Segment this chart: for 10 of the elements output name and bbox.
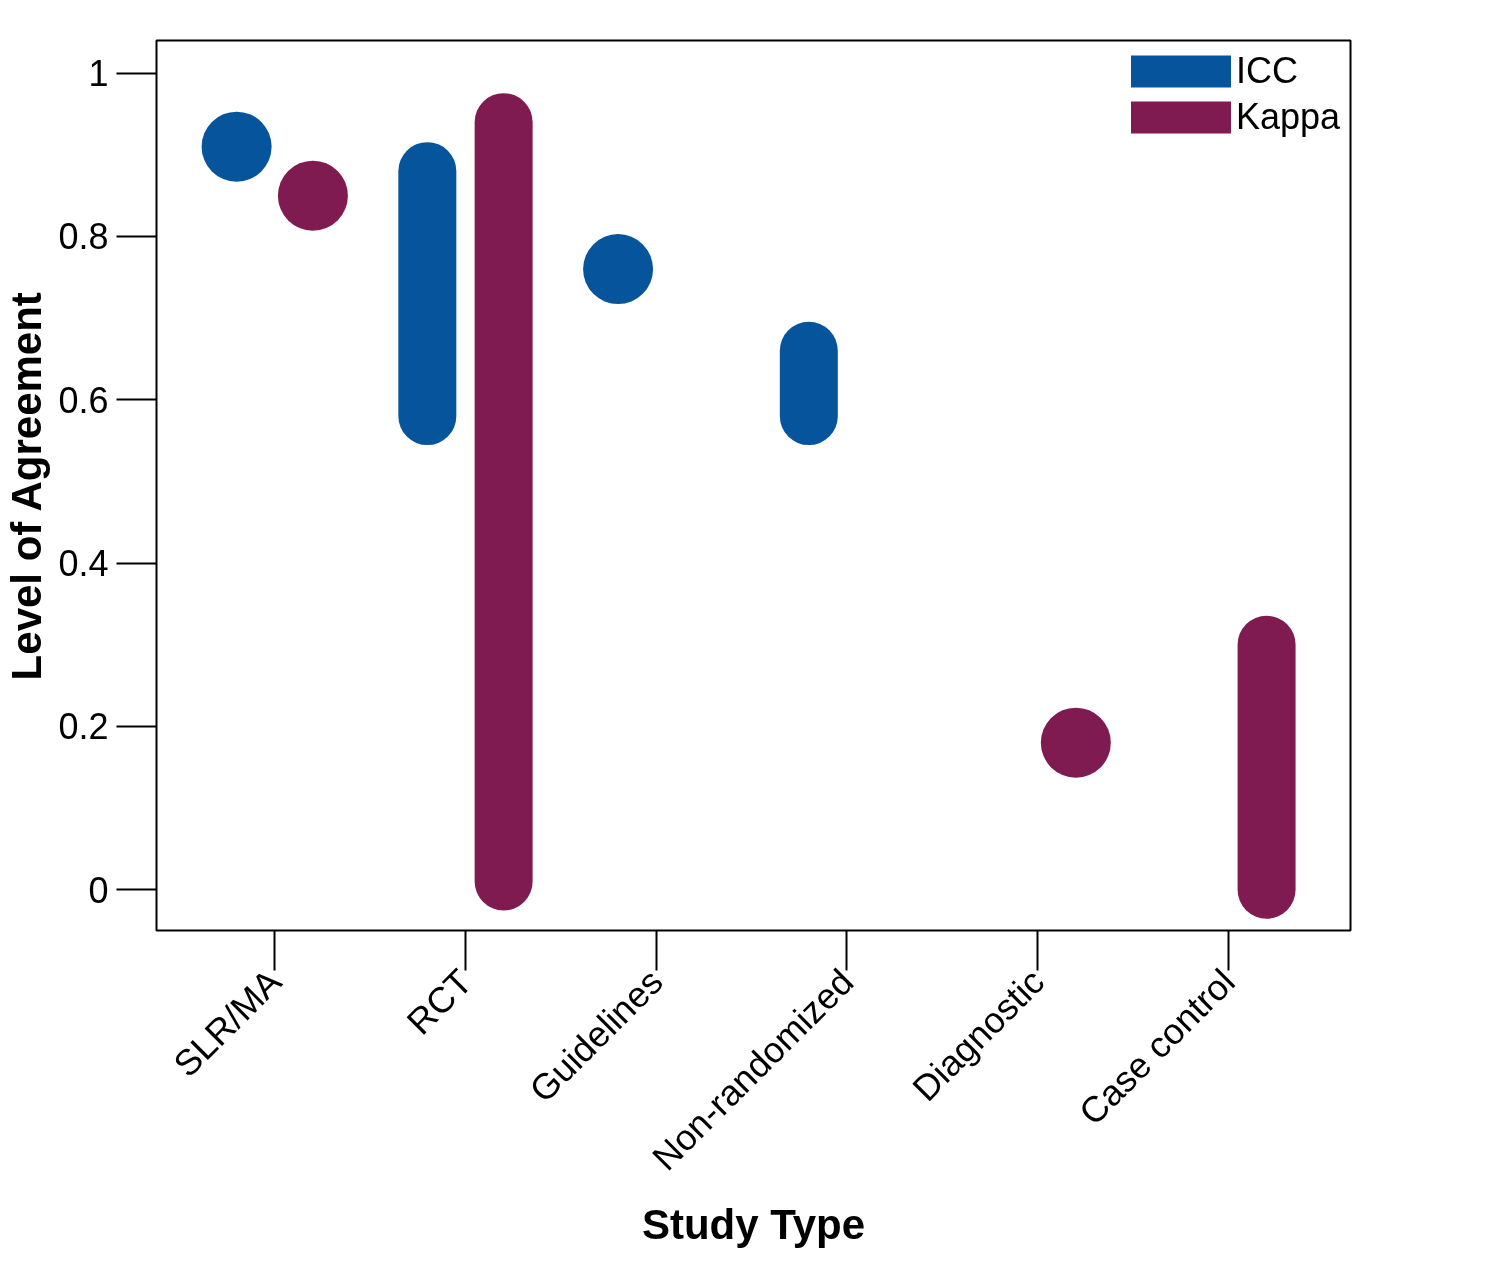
y-tick-label: 1 (88, 53, 109, 95)
y-tick-label: 0.4 (58, 543, 109, 585)
y-tick-label: 0 (88, 869, 109, 911)
y-tick-label: 0.8 (58, 216, 109, 258)
y-tick-label: 0.2 (58, 706, 109, 748)
x-axis-title: Study Type (641, 1200, 866, 1248)
legend-label: ICC (1235, 50, 1298, 92)
legend-label: Kappa (1235, 96, 1340, 138)
y-axis-title: Level of Agreement (3, 292, 51, 681)
y-tick-label: 0.6 (58, 379, 109, 421)
